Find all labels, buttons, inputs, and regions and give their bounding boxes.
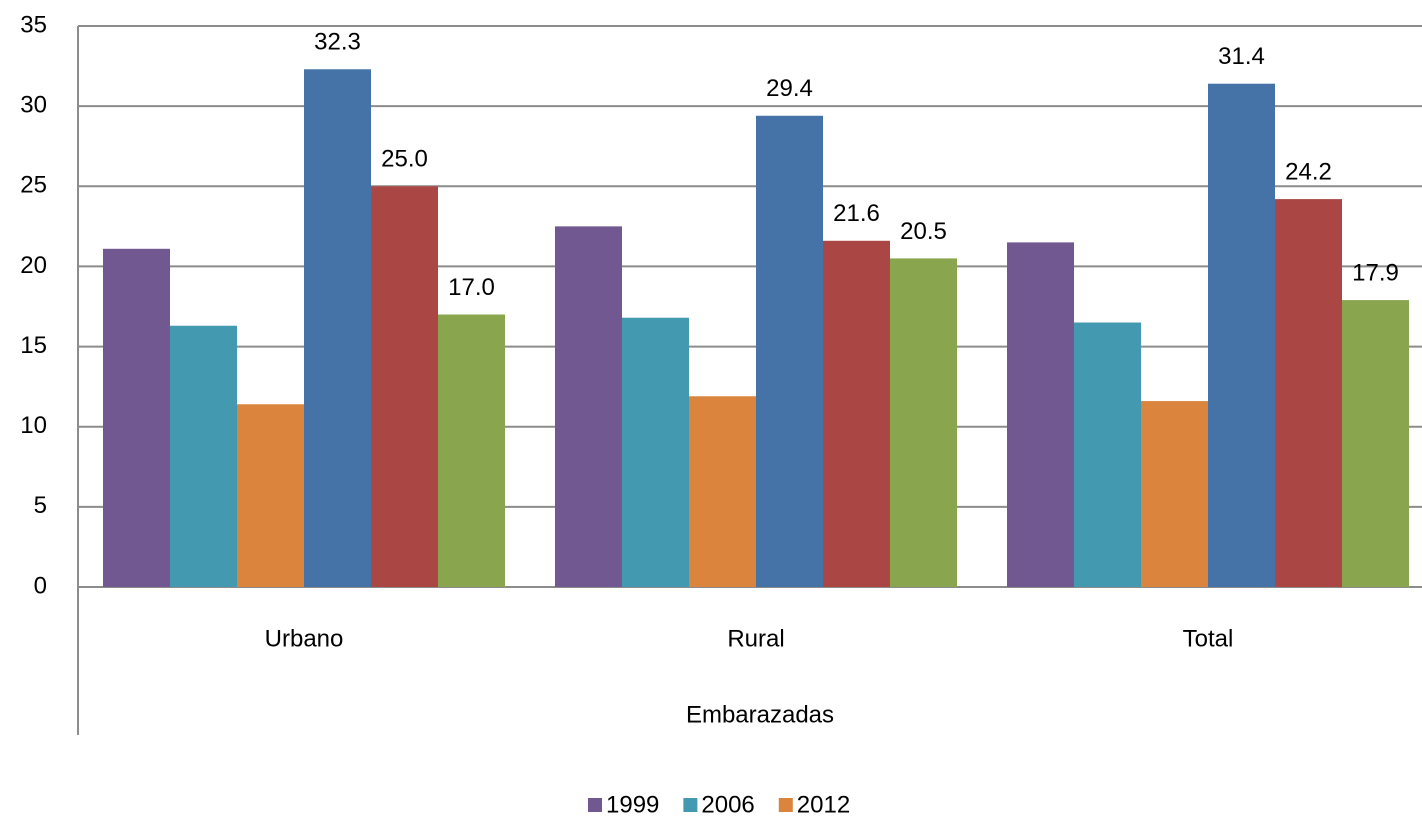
bar: [555, 226, 622, 587]
legend-label: 2012: [797, 791, 850, 818]
bar: [371, 186, 438, 588]
y-tick-label: 5: [34, 492, 47, 519]
bar: [237, 404, 304, 587]
bar: [1275, 199, 1342, 587]
y-tick-label: 10: [20, 412, 47, 439]
data-label: 17.0: [448, 274, 495, 301]
bar: [689, 396, 756, 587]
y-tick-label: 20: [20, 252, 47, 279]
data-label: 24.2: [1285, 158, 1332, 185]
y-tick-label: 15: [20, 332, 47, 359]
bar: [1342, 300, 1409, 587]
x-tick-label: Urbano: [265, 625, 344, 652]
data-label: 29.4: [766, 75, 813, 102]
legend-swatch: [778, 798, 793, 812]
bar: [1007, 242, 1074, 587]
legend-label: 2006: [701, 791, 754, 818]
data-label: 17.9: [1352, 259, 1399, 286]
data-label: 20.5: [900, 218, 947, 245]
x-tick-label: Total: [1183, 625, 1234, 652]
bar: [1208, 83, 1275, 588]
y-tick-label: 30: [20, 91, 47, 118]
data-label: 32.3: [314, 29, 361, 56]
bar: [1141, 401, 1208, 587]
bar: [304, 69, 371, 587]
bar: [103, 248, 170, 587]
bar: [1074, 322, 1141, 587]
data-label: 21.6: [833, 200, 880, 227]
x-axis-title: Embarazadas: [686, 701, 834, 728]
legend-swatch: [683, 798, 698, 812]
bar: [622, 317, 689, 587]
bar: [823, 240, 890, 588]
legend-swatch: [588, 798, 602, 812]
data-label: 25.0: [381, 146, 428, 173]
x-tick-label: Rural: [727, 625, 784, 652]
y-tick-label: 0: [34, 572, 47, 599]
y-tick-label: 35: [20, 11, 47, 38]
data-label: 31.4: [1218, 43, 1265, 70]
y-tick-label: 25: [20, 172, 47, 199]
legend-label: 1999: [606, 791, 659, 818]
bar: [170, 325, 237, 587]
bar: [438, 314, 505, 587]
bar: [890, 258, 957, 587]
bar: [756, 115, 823, 587]
